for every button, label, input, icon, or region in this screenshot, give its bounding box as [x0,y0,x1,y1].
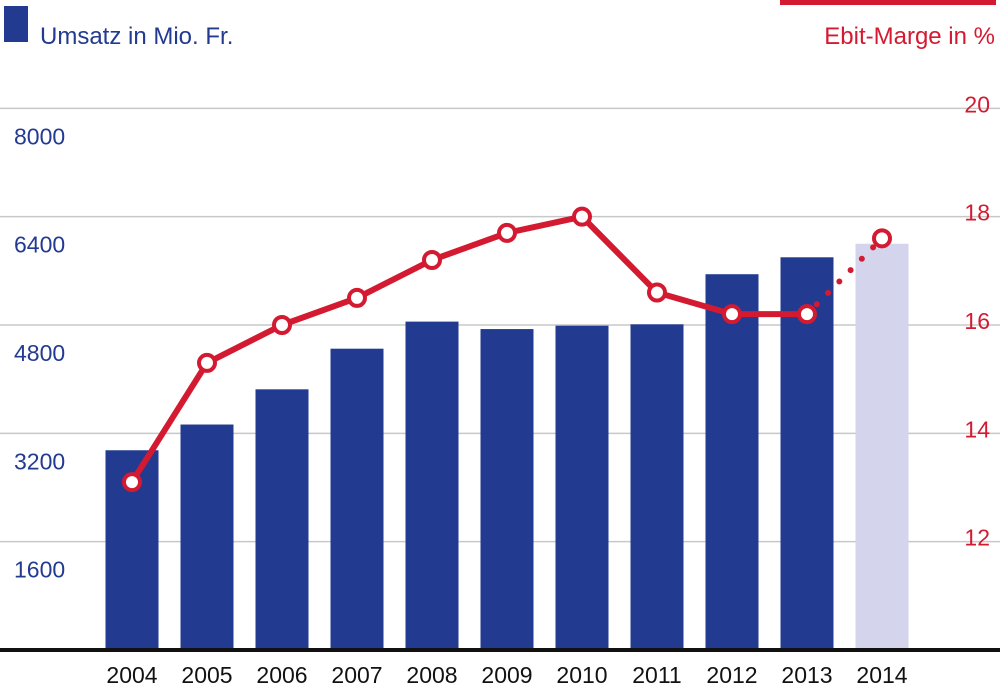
x-axis-baseline [0,648,1000,652]
bar [480,329,534,650]
x-tick-label: 2004 [106,662,157,688]
left-tick-label: 6400 [14,232,65,258]
left-tick-label: 1600 [14,557,65,583]
x-tick-label: 2005 [181,662,232,688]
bar [630,324,684,650]
line-point [797,304,817,325]
ebit-margin-line-estimate [813,243,877,308]
legend-line-swatch [780,0,996,5]
x-tick-label: 2006 [256,662,307,688]
line-point [422,250,442,270]
legend-bars: Umsatz in Mio. Fr. [4,6,233,50]
bar [255,389,309,650]
bar [855,243,909,650]
bar [330,348,384,650]
x-tick-label: 2014 [856,662,907,688]
bar [180,424,234,650]
x-tick-label: 2007 [331,662,382,688]
x-axis-ticks: 2004 2005 2006 2007 2008 2009 2010 2011 2012 2013… [106,662,907,688]
right-tick-label: 14 [964,416,990,442]
right-tick-label: 18 [964,200,990,226]
bar [705,274,759,650]
left-tick-label: 3200 [14,448,65,474]
line-point [497,222,517,243]
left-axis-ticks: 1600 3200 4800 6400 8000 [14,123,65,582]
line-point [647,282,667,303]
line-point [347,287,367,308]
x-tick-label: 2012 [706,662,757,688]
ebit-margin-line [122,206,892,493]
legend-line: Ebit-Marge in % [780,0,996,50]
line-point [272,315,292,335]
line-point [197,352,217,373]
x-tick-label: 2009 [481,662,532,688]
right-tick-label: 12 [964,525,990,551]
right-tick-label: 20 [964,91,990,117]
line-point [122,472,142,493]
line-point [872,228,892,249]
left-tick-label: 4800 [14,340,65,366]
left-tick-label: 8000 [14,123,65,149]
line-point [722,304,742,325]
legend-bar-label: Umsatz in Mio. Fr. [40,23,233,50]
bar [555,325,609,650]
x-tick-label: 2011 [632,662,681,688]
bar [405,321,459,650]
revenue-bars [105,243,909,650]
line-point [572,206,592,227]
right-axis-ticks: 12 14 16 18 20 [964,91,990,550]
right-tick-label: 16 [964,308,990,334]
x-tick-label: 2013 [781,662,832,688]
legend-bar-swatch [4,6,28,42]
ebit-margin-line-solid [129,213,810,486]
legend-line-label: Ebit-Marge in % [824,23,995,50]
x-tick-label: 2010 [556,662,607,688]
x-tick-label: 2008 [406,662,457,688]
